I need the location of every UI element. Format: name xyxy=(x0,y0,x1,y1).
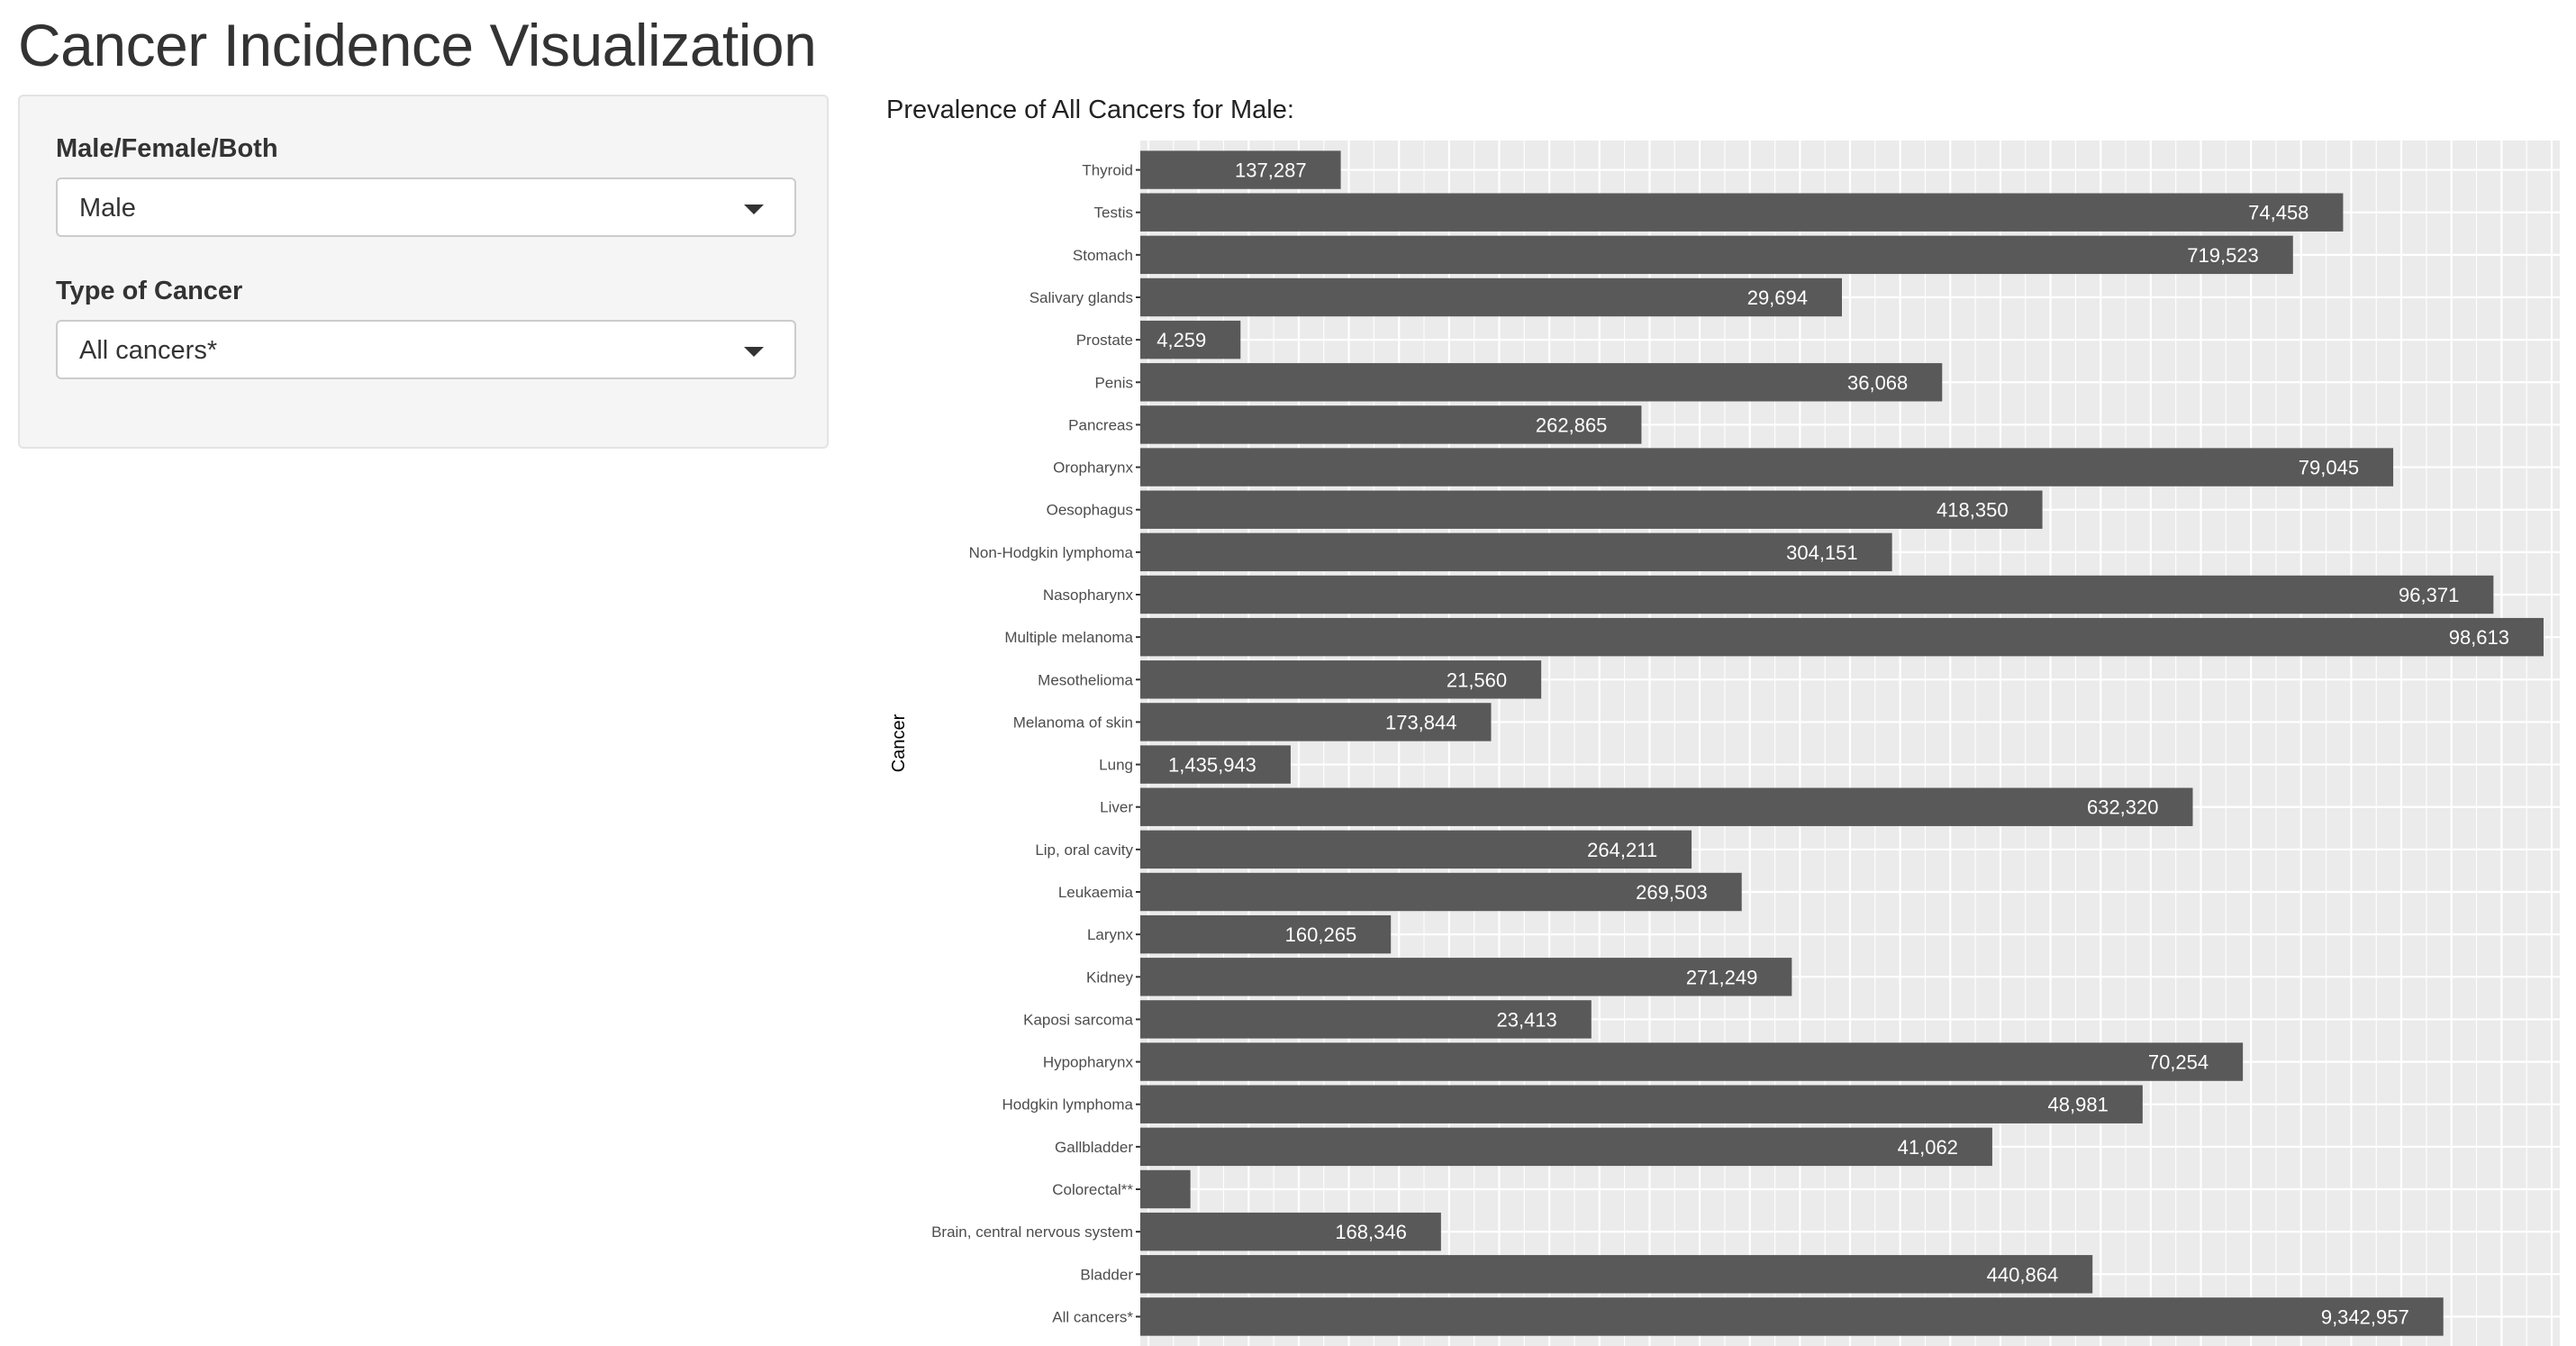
y-tick-label: Prostate xyxy=(1076,332,1133,349)
y-tick-label: Nasopharynx xyxy=(1043,587,1134,604)
bar xyxy=(1140,320,1241,359)
y-tick-label: Lip, oral cavity xyxy=(1035,841,1133,859)
chevron-down-icon xyxy=(744,205,764,214)
bar xyxy=(1140,703,1492,741)
data-label: 269,503 xyxy=(1636,881,1708,904)
y-tick-label: Liver xyxy=(1100,799,1133,816)
cancer-select-label: Type of Cancer xyxy=(56,277,243,305)
y-tick-label: Leukaemia xyxy=(1058,884,1134,901)
bar xyxy=(1140,1085,2143,1123)
y-tick-label: Mesothelioma xyxy=(1038,671,1133,688)
bar xyxy=(1140,958,1792,996)
data-label: 271,249 xyxy=(1686,966,1758,988)
cancer-select-value: All cancers* xyxy=(79,336,218,365)
y-tick-label: Oropharynx xyxy=(1053,459,1133,477)
data-label: 137,287 xyxy=(1235,159,1307,182)
data-label: 29,694 xyxy=(1747,286,1808,309)
bar xyxy=(1140,830,1692,869)
bar xyxy=(1140,745,1291,784)
bar xyxy=(1140,1297,2444,1336)
bar xyxy=(1140,575,2494,614)
data-label: 98,613 xyxy=(2449,626,2509,649)
y-axis-title: Cancer xyxy=(889,714,909,772)
data-label: 304,151 xyxy=(1786,541,1858,564)
y-tick-label: Pancreas xyxy=(1068,416,1133,433)
data-label: 264,211 xyxy=(1587,839,1657,861)
bar xyxy=(1140,448,2394,487)
data-label: 96,371 xyxy=(2399,584,2459,606)
bar xyxy=(1140,405,1642,444)
sidebar-panel: Male/Female/Both Male Type of Cancer All… xyxy=(18,95,829,449)
y-tick-label: Oesophagus xyxy=(1047,502,1133,519)
data-label: 1,435,943 xyxy=(1168,754,1256,777)
bar xyxy=(1140,787,2193,826)
y-tick-label: Non-Hodgkin lymphoma xyxy=(969,544,1134,561)
y-tick-label: Larynx xyxy=(1087,926,1134,943)
bar xyxy=(1140,532,1892,572)
chevron-down-icon xyxy=(744,347,764,357)
data-label: 160,265 xyxy=(1285,923,1357,946)
bar xyxy=(1140,150,1341,189)
data-label: 262,865 xyxy=(1536,414,1608,436)
bar xyxy=(1140,1000,1592,1039)
app-title: Cancer Incidence Visualization xyxy=(18,12,817,78)
sex-select-label: Male/Female/Both xyxy=(56,134,278,163)
y-tick-label: All cancers* xyxy=(1052,1308,1133,1325)
y-tick-label: Gallbladder xyxy=(1055,1139,1133,1156)
data-label: 719,523 xyxy=(2187,244,2259,267)
y-tick-label: Multiple melanoma xyxy=(1004,629,1133,646)
data-label: 36,068 xyxy=(1847,371,1908,394)
y-tick-label: Lung xyxy=(1099,757,1133,774)
bar-chart: Cancer Thyroid 137,287 Testis 74,458 Stomach 7… xyxy=(889,141,2560,1346)
data-label: 23,413 xyxy=(1496,1008,1556,1031)
bar xyxy=(1140,1169,1191,1209)
data-label: 70,254 xyxy=(2148,1051,2209,1074)
data-label: 79,045 xyxy=(2299,457,2359,479)
y-tick-label: Thyroid xyxy=(1082,162,1133,179)
bar xyxy=(1140,1212,1441,1251)
bar xyxy=(1140,872,1742,912)
y-tick-label: Stomach xyxy=(1073,247,1133,264)
data-label: 168,346 xyxy=(1335,1221,1407,1243)
sex-select[interactable]: Male xyxy=(56,177,796,237)
cancer-select[interactable]: All cancers* xyxy=(56,320,796,379)
data-label: 4,259 xyxy=(1156,329,1206,351)
y-tick-label: Testis xyxy=(1094,205,1133,222)
data-label: 9,342,957 xyxy=(2321,1305,2409,1328)
data-label: 418,350 xyxy=(1937,499,2009,522)
data-label: 21,560 xyxy=(1447,668,1507,691)
data-label: 48,981 xyxy=(2048,1094,2109,1116)
sex-select-value: Male xyxy=(79,194,136,223)
bar xyxy=(1140,1127,1992,1167)
data-label: 41,062 xyxy=(1898,1136,1958,1159)
y-tick-label: Salivary glands xyxy=(1029,289,1133,306)
y-tick-label: Penis xyxy=(1094,374,1133,391)
y-tick-label: Kaposi sarcoma xyxy=(1023,1011,1133,1028)
bar xyxy=(1140,363,1943,402)
bar xyxy=(1140,490,2043,529)
y-tick-label: Melanoma of skin xyxy=(1013,714,1133,731)
plot-title: Prevalence of All Cancers for Male: xyxy=(886,95,1294,124)
data-label: 74,458 xyxy=(2248,202,2308,224)
bar xyxy=(1140,235,2293,275)
data-label: 632,320 xyxy=(2087,796,2159,819)
bar xyxy=(1140,277,1842,317)
y-tick-label: Brain, central nervous system xyxy=(931,1223,1133,1241)
y-tick-label: Kidney xyxy=(1086,969,1133,986)
bar xyxy=(1140,1042,2244,1081)
y-tick-label: Hodgkin lymphoma xyxy=(1002,1096,1133,1114)
bar xyxy=(1140,617,2544,657)
data-label: 440,864 xyxy=(1987,1263,2059,1286)
y-tick-label: Hypopharynx xyxy=(1043,1054,1134,1071)
y-tick-label: Colorectal** xyxy=(1052,1181,1133,1198)
y-tick-label: Bladder xyxy=(1080,1266,1133,1283)
bar xyxy=(1140,193,2344,232)
data-label: 173,844 xyxy=(1385,711,1457,733)
bar xyxy=(1140,914,1392,954)
bar xyxy=(1140,660,1542,699)
bar xyxy=(1140,1255,2093,1294)
